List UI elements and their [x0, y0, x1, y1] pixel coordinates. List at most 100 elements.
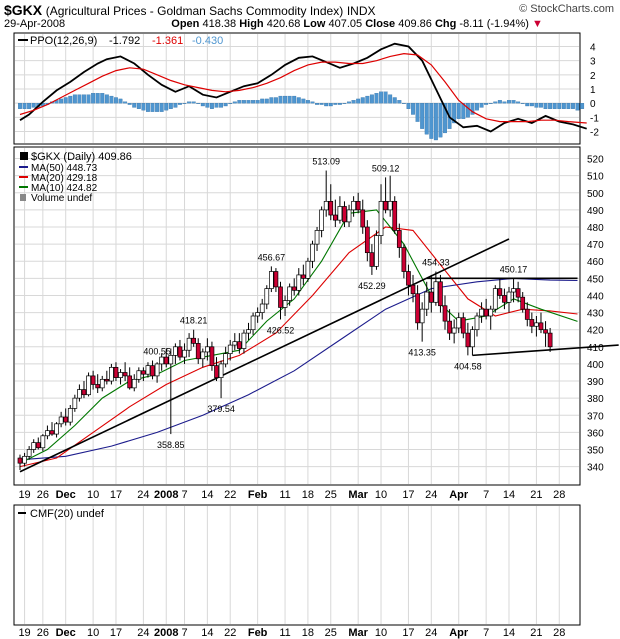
candle-body	[488, 308, 494, 317]
candle-body	[218, 363, 224, 378]
x-tick-label: Dec	[56, 489, 76, 501]
close-value: 409.86	[398, 18, 432, 30]
candle-body	[428, 291, 434, 303]
ppo-histogram-bar	[292, 95, 297, 104]
ppo-histogram-bar	[150, 103, 155, 112]
ppo-histogram-bar	[360, 97, 365, 104]
candle-body	[342, 206, 347, 223]
candle-body	[191, 337, 197, 344]
candle-body	[305, 260, 311, 279]
down-arrow-icon: ▼	[531, 18, 543, 30]
candle-body	[346, 209, 352, 223]
x-tick-label-bottom: 7	[181, 627, 187, 639]
candle-body	[378, 200, 384, 236]
x-tick-label: 28	[553, 489, 565, 501]
candle-body	[543, 329, 548, 334]
ppo-histogram-bar	[273, 97, 278, 104]
candle-body	[479, 308, 484, 317]
ppo-histogram-bar	[397, 100, 402, 104]
x-tick-label: 2008	[154, 489, 178, 501]
ppo-histogram-bar	[461, 103, 466, 119]
candle-body	[200, 351, 206, 360]
candle-body	[26, 449, 32, 457]
x-tick-label: Feb	[248, 489, 268, 501]
x-tick-label-bottom: 22	[224, 627, 236, 639]
volume-legend-swatch	[20, 194, 26, 201]
candle-body	[227, 344, 233, 354]
chart-header-row2: 29-Apr-2008 Open 418.38 High 420.68 Low …	[4, 18, 543, 30]
price-annotation: 400.55	[143, 346, 171, 356]
high-value: 420.68	[266, 18, 301, 30]
candle-body	[515, 288, 521, 298]
price-annotation: 509.12	[372, 163, 400, 173]
candle-body	[182, 349, 187, 358]
candle-body	[214, 365, 219, 378]
x-tick-label: 19	[18, 489, 30, 501]
ppo-histogram-bar	[141, 103, 146, 111]
candle-body	[136, 370, 142, 380]
x-tick-label: 14	[503, 489, 515, 501]
ppo-histogram-bar	[548, 103, 553, 109]
candle-body	[278, 286, 283, 308]
candle-body	[392, 200, 398, 231]
x-tick-label-bottom: 17	[110, 627, 122, 639]
x-tick-label-bottom: 19	[18, 627, 30, 639]
ppo-y-tick-label: 1	[590, 85, 596, 96]
candle-body	[524, 308, 530, 320]
ma20-legend: MA(20) 429.18	[31, 173, 98, 184]
ppo-histogram-bar	[283, 95, 288, 104]
ma10-legend: MA(10) 424.82	[31, 183, 98, 194]
price-y-tick-label: 480	[587, 223, 604, 234]
candle-body	[314, 230, 320, 245]
ppo-histogram-bar	[72, 94, 77, 104]
symbol-label: $GKX	[4, 2, 43, 18]
candle-body	[424, 291, 430, 310]
price-y-tick-label: 470	[587, 240, 604, 251]
x-tick-label: 11	[279, 489, 290, 501]
ppo-histogram-bar	[356, 98, 361, 104]
x-tick-label-bottom: 14	[201, 627, 213, 639]
index-name: (Agricultural Prices - Goldman Sachs Com…	[45, 4, 344, 18]
ppo-histogram-bar	[465, 103, 470, 118]
candle-body	[369, 252, 375, 267]
ppo-histogram-bar	[342, 103, 347, 104]
candle-body	[17, 457, 23, 464]
ppo-histogram-bar	[392, 97, 397, 104]
price-y-tick-label: 440	[587, 291, 604, 302]
ppo-histogram-bar	[388, 94, 393, 104]
candle-body	[250, 315, 256, 331]
ppo-histogram-bar	[301, 98, 306, 104]
low-label: Low	[303, 18, 326, 30]
exchange-label: INDX	[346, 4, 376, 18]
candle-body	[95, 384, 101, 389]
chart-header-row1: $GKX (Agricultural Prices - Goldman Sach…	[4, 2, 375, 18]
ppo-histogram-bar	[557, 103, 562, 109]
ma50-legend: MA(50) 448.73	[31, 163, 98, 174]
candle-body	[300, 274, 306, 279]
candle-body	[99, 378, 105, 389]
candle-body	[173, 346, 178, 356]
ppo-histogram-bar	[264, 98, 269, 104]
ppo-histogram-bar	[182, 103, 187, 104]
x-tick-label-bottom: Mar	[348, 627, 368, 639]
ppo-histogram-bar	[196, 103, 201, 104]
ppo-histogram-bar	[383, 91, 388, 104]
candle-body	[433, 281, 439, 303]
ppo-histogram-bar	[401, 103, 406, 104]
ppo-line	[19, 42, 587, 133]
candle-body	[255, 312, 260, 317]
x-tick-label: 14	[201, 489, 213, 501]
candle-body	[337, 206, 343, 221]
price-annotation: 404.58	[454, 361, 482, 371]
candle-body	[470, 329, 475, 348]
open-value: 418.38	[202, 18, 237, 30]
candle-body	[547, 332, 553, 348]
ppo-histogram-bar	[333, 103, 338, 105]
ppo-histogram-bar	[237, 100, 242, 104]
candle-body	[49, 430, 55, 435]
ppo-histogram-bar	[443, 103, 447, 134]
ppo-histogram-bar	[539, 103, 543, 108]
ppo-histogram-bar	[22, 103, 27, 109]
ppo-histogram-bar	[18, 103, 22, 109]
ppo-y-tick-label: 0	[590, 99, 596, 110]
